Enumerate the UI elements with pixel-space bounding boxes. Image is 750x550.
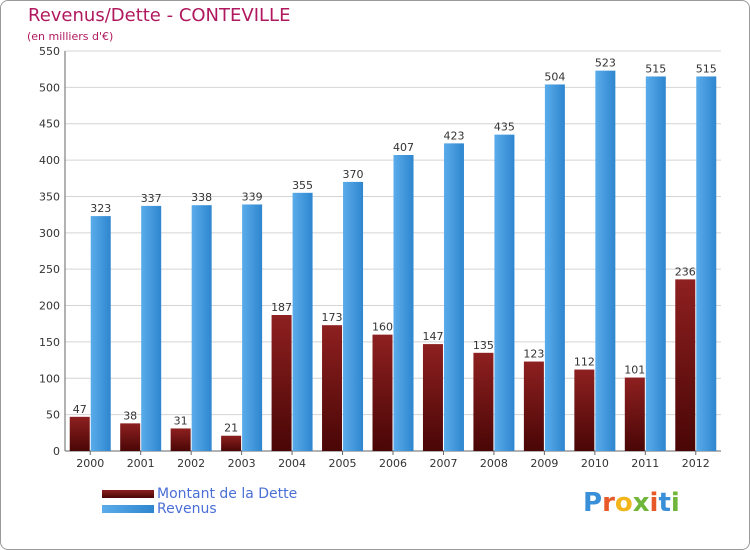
x-tick-label: 2010 [581, 457, 609, 470]
bar-dette [271, 315, 292, 451]
bar-dette [120, 423, 141, 451]
value-label-revenus: 515 [645, 62, 666, 75]
bar-revenus [696, 76, 717, 452]
value-label-revenus: 423 [443, 129, 464, 142]
value-label-dette: 236 [675, 265, 696, 278]
bar-revenus [343, 181, 364, 451]
value-label-dette: 47 [73, 403, 87, 416]
bar-dette [221, 435, 242, 451]
logo-letter: t [658, 488, 671, 518]
chart-title: Revenus/Dette - CONTEVILLE [28, 5, 291, 26]
bar-revenus [191, 205, 212, 451]
value-label-revenus: 338 [191, 191, 212, 204]
bar-revenus [141, 205, 162, 451]
logo-letter: r [602, 488, 615, 518]
y-tick-label: 250 [39, 263, 60, 276]
bar-dette [473, 352, 494, 451]
y-tick-label: 500 [39, 81, 60, 94]
value-labels: 47 323 38 337 31 338 21 339 187 355 173 370 160 407 14… [73, 57, 717, 435]
y-tick-label: 100 [39, 372, 60, 385]
x-tick-label: 2006 [379, 457, 407, 470]
bar-revenus [242, 204, 263, 451]
x-tick-label: 2002 [177, 457, 205, 470]
bar-revenus [645, 76, 666, 452]
bar-revenus [494, 134, 515, 452]
value-label-dette: 101 [624, 364, 645, 377]
value-label-dette: 112 [574, 356, 595, 369]
logo-letter: i [670, 488, 680, 518]
y-tick-label: 350 [39, 190, 60, 203]
value-label-revenus: 407 [393, 141, 414, 154]
legend-swatch-revenus [102, 505, 154, 513]
value-label-revenus: 323 [90, 202, 111, 215]
x-tick-label: 2007 [429, 457, 457, 470]
value-label-revenus: 370 [343, 168, 364, 181]
bar-revenus [393, 155, 414, 451]
legend-swatch-dette [102, 490, 154, 498]
bar-dette [624, 377, 645, 451]
bar-revenus [595, 70, 616, 452]
value-label-dette: 160 [372, 321, 393, 334]
value-label-dette: 123 [523, 348, 544, 361]
y-axis-ticks: 0 50 100 150 200 250 300 350 400 450 500 550 [39, 45, 60, 458]
chart-subtitle: (en milliers d'€) [27, 30, 114, 43]
legend-label-dette: Montant de la Dette [157, 486, 298, 502]
y-tick-label: 450 [39, 118, 60, 131]
value-label-dette: 21 [224, 422, 238, 435]
logo-letter: P [583, 488, 603, 518]
y-tick-label: 50 [46, 409, 60, 422]
logo-letter: o [614, 488, 633, 518]
bar-dette [322, 325, 343, 451]
bar-revenus [443, 143, 464, 451]
bar-dette [170, 428, 191, 451]
value-label-dette: 135 [473, 339, 494, 352]
bar-dette [675, 279, 696, 451]
bar-revenus [292, 192, 313, 451]
value-label-revenus: 435 [494, 121, 515, 134]
x-tick-label: 2001 [127, 457, 155, 470]
value-label-revenus: 337 [141, 192, 162, 205]
bar-dette [422, 344, 443, 451]
x-axis-ticks: 2000 2001 2002 2003 2004 2005 2006 2007 2008 2009… [76, 451, 710, 470]
x-tick-label: 2011 [631, 457, 659, 470]
bars [69, 70, 717, 452]
x-tick-label: 2012 [682, 457, 710, 470]
y-tick-label: 200 [39, 300, 60, 313]
logo-letter: x [632, 488, 650, 518]
bar-revenus [90, 216, 111, 451]
value-label-dette: 187 [271, 301, 292, 314]
legend-label-revenus: Revenus [157, 501, 217, 517]
x-tick-label: 2009 [530, 457, 558, 470]
bar-revenus [544, 84, 565, 452]
value-label-dette: 147 [422, 330, 443, 343]
y-tick-label: 150 [39, 336, 60, 349]
y-tick-label: 300 [39, 227, 60, 240]
proxiti-logo: Proxiti [583, 488, 680, 518]
value-label-revenus: 515 [696, 62, 717, 75]
value-label-revenus: 355 [292, 179, 313, 192]
value-label-revenus: 504 [544, 70, 565, 83]
y-tick-label: 550 [39, 45, 60, 58]
logo-letter: i [649, 488, 659, 518]
bar-dette [69, 416, 90, 451]
x-tick-label: 2003 [228, 457, 256, 470]
value-label-dette: 38 [123, 409, 137, 422]
value-label-revenus: 339 [242, 190, 263, 203]
value-label-revenus: 523 [595, 57, 616, 70]
bar-dette [574, 369, 595, 451]
y-tick-label: 0 [53, 445, 60, 458]
value-label-dette: 31 [174, 414, 188, 427]
value-label-dette: 173 [322, 311, 343, 324]
bar-dette [523, 361, 544, 451]
x-tick-label: 2004 [278, 457, 306, 470]
y-tick-label: 400 [39, 154, 60, 167]
x-tick-label: 2008 [480, 457, 508, 470]
bar-dette [372, 334, 393, 451]
x-tick-label: 2000 [76, 457, 104, 470]
x-tick-label: 2005 [329, 457, 357, 470]
grid-lines [64, 50, 721, 452]
